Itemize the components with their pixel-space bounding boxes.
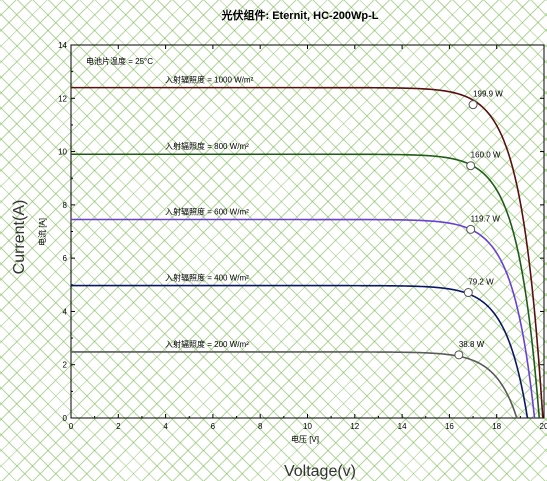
x-tick-label: 16 — [445, 422, 454, 431]
y-tick-label: 8 — [63, 201, 68, 210]
y-overlay-label: Current(A) — [11, 200, 28, 275]
x-tick-label: 6 — [211, 422, 216, 431]
iv-curve-series — [71, 284, 529, 419]
y-axis-label: 电流 [A] — [37, 218, 47, 246]
x-tick-label: 2 — [116, 422, 121, 431]
y-tick-label: 12 — [58, 94, 67, 103]
x-tick-label: 12 — [350, 422, 359, 431]
x-tick-label: 8 — [258, 422, 263, 431]
y-tick-label: 0 — [63, 414, 68, 423]
mpp-power-label: 79.2 W — [468, 278, 494, 287]
mpp-marker — [463, 288, 473, 298]
mpp-marker — [454, 350, 464, 360]
series-label: 入射辐照度 = 400 W/m² — [165, 273, 249, 283]
x-overlay-label: Voltage(v) — [284, 463, 356, 480]
mpp-marker — [466, 224, 476, 234]
iv-curve-series — [71, 218, 536, 419]
x-axis: 0 2 4 6 8 10 12 14 16 18 20 — [69, 422, 547, 431]
iv-curve-series — [71, 351, 518, 419]
tick-marks — [70, 44, 545, 419]
series-label: 入射辐照度 = 200 W/m² — [165, 339, 249, 349]
y-tick-label: 2 — [63, 361, 68, 370]
mpp-power-label: 199.9 W — [473, 90, 503, 99]
y-tick-label: 4 — [63, 307, 68, 316]
y-tick-label: 14 — [58, 41, 67, 50]
mpp-power-label: 160.0 W — [471, 151, 501, 160]
x-axis-label: 电压 [V] — [291, 434, 319, 444]
cell-temperature-annotation: 电池片温度 = 25°C — [86, 56, 153, 66]
iv-curve-series — [71, 153, 541, 419]
mpp-power-label: 38.8 W — [459, 340, 485, 349]
y-tick-label: 10 — [58, 148, 67, 157]
series-label: 入射辐照度 = 800 W/m² — [165, 141, 249, 151]
series-label: 入射辐照度 = 600 W/m² — [165, 207, 249, 217]
x-tick-label: 20 — [540, 422, 547, 431]
y-axis: 0 2 4 6 8 10 12 14 — [58, 41, 67, 423]
chart-title: 光伏组件: Eternit, HC-200Wp-L — [220, 8, 378, 22]
series-label: 入射辐照度 = 1000 W/m² — [165, 75, 254, 85]
mpp-marker — [466, 161, 476, 171]
iv-curve-series — [71, 86, 544, 419]
x-tick-label: 14 — [398, 422, 407, 431]
mpp-power-label: 119.7 W — [471, 214, 501, 223]
x-tick-label: 18 — [492, 422, 501, 431]
mpp-marker — [468, 100, 478, 110]
x-tick-label: 4 — [163, 422, 168, 431]
x-tick-label: 10 — [303, 422, 312, 431]
iv-curves: 入射辐照度 = 1000 W/m² 199.9 W 入射辐照度 = 800 W/m²… — [71, 75, 544, 419]
x-tick-label: 0 — [69, 422, 74, 431]
y-tick-label: 6 — [63, 254, 68, 263]
